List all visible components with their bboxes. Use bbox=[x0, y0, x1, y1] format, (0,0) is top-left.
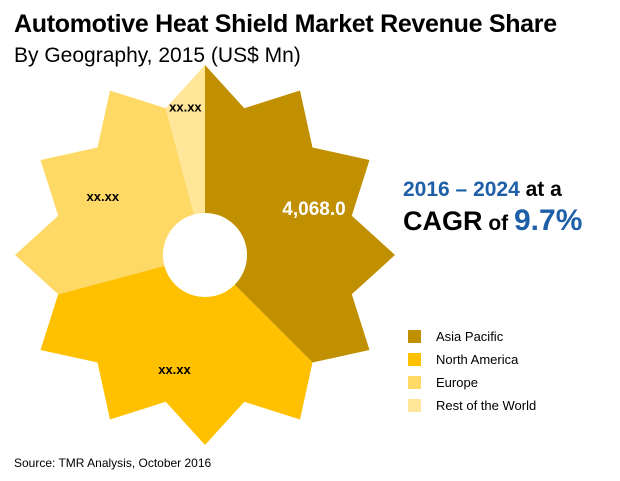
cagr-label: CAGR bbox=[403, 206, 483, 236]
cagr-at-a: at a bbox=[520, 178, 562, 201]
legend-label: North America bbox=[436, 352, 518, 367]
legend-label: Rest of the World bbox=[436, 398, 536, 413]
source-note: Source: TMR Analysis, October 2016 bbox=[14, 456, 211, 470]
legend-item-rest-of-world: Rest of the World bbox=[408, 394, 536, 417]
legend-swatch bbox=[408, 376, 421, 389]
legend-swatch bbox=[408, 330, 421, 343]
legend-item-asia-pacific: Asia Pacific bbox=[408, 325, 536, 348]
cagr-period: 2016 – 2024 bbox=[403, 178, 520, 201]
slice-label-north-america: xx.xx bbox=[158, 362, 191, 377]
legend-swatch bbox=[408, 353, 421, 366]
cagr-value: 9.7% bbox=[514, 204, 582, 237]
legend-item-north-america: North America bbox=[408, 348, 536, 371]
legend-item-europe: Europe bbox=[408, 371, 536, 394]
cagr-of: of bbox=[483, 212, 515, 235]
slice-label-europe: xx.xx bbox=[87, 189, 120, 204]
legend-swatch bbox=[408, 399, 421, 412]
slice-label-rest-of-the-world: xx.xx bbox=[169, 99, 202, 114]
chart-legend: Asia Pacific North America Europe Rest o… bbox=[408, 325, 536, 417]
slice-label-asia-pacific: 4,068.0 bbox=[282, 199, 345, 220]
legend-label: Asia Pacific bbox=[436, 329, 503, 344]
legend-label: Europe bbox=[436, 375, 478, 390]
cagr-callout: 2016 – 2024 at a CAGR of 9.7% bbox=[403, 178, 582, 238]
